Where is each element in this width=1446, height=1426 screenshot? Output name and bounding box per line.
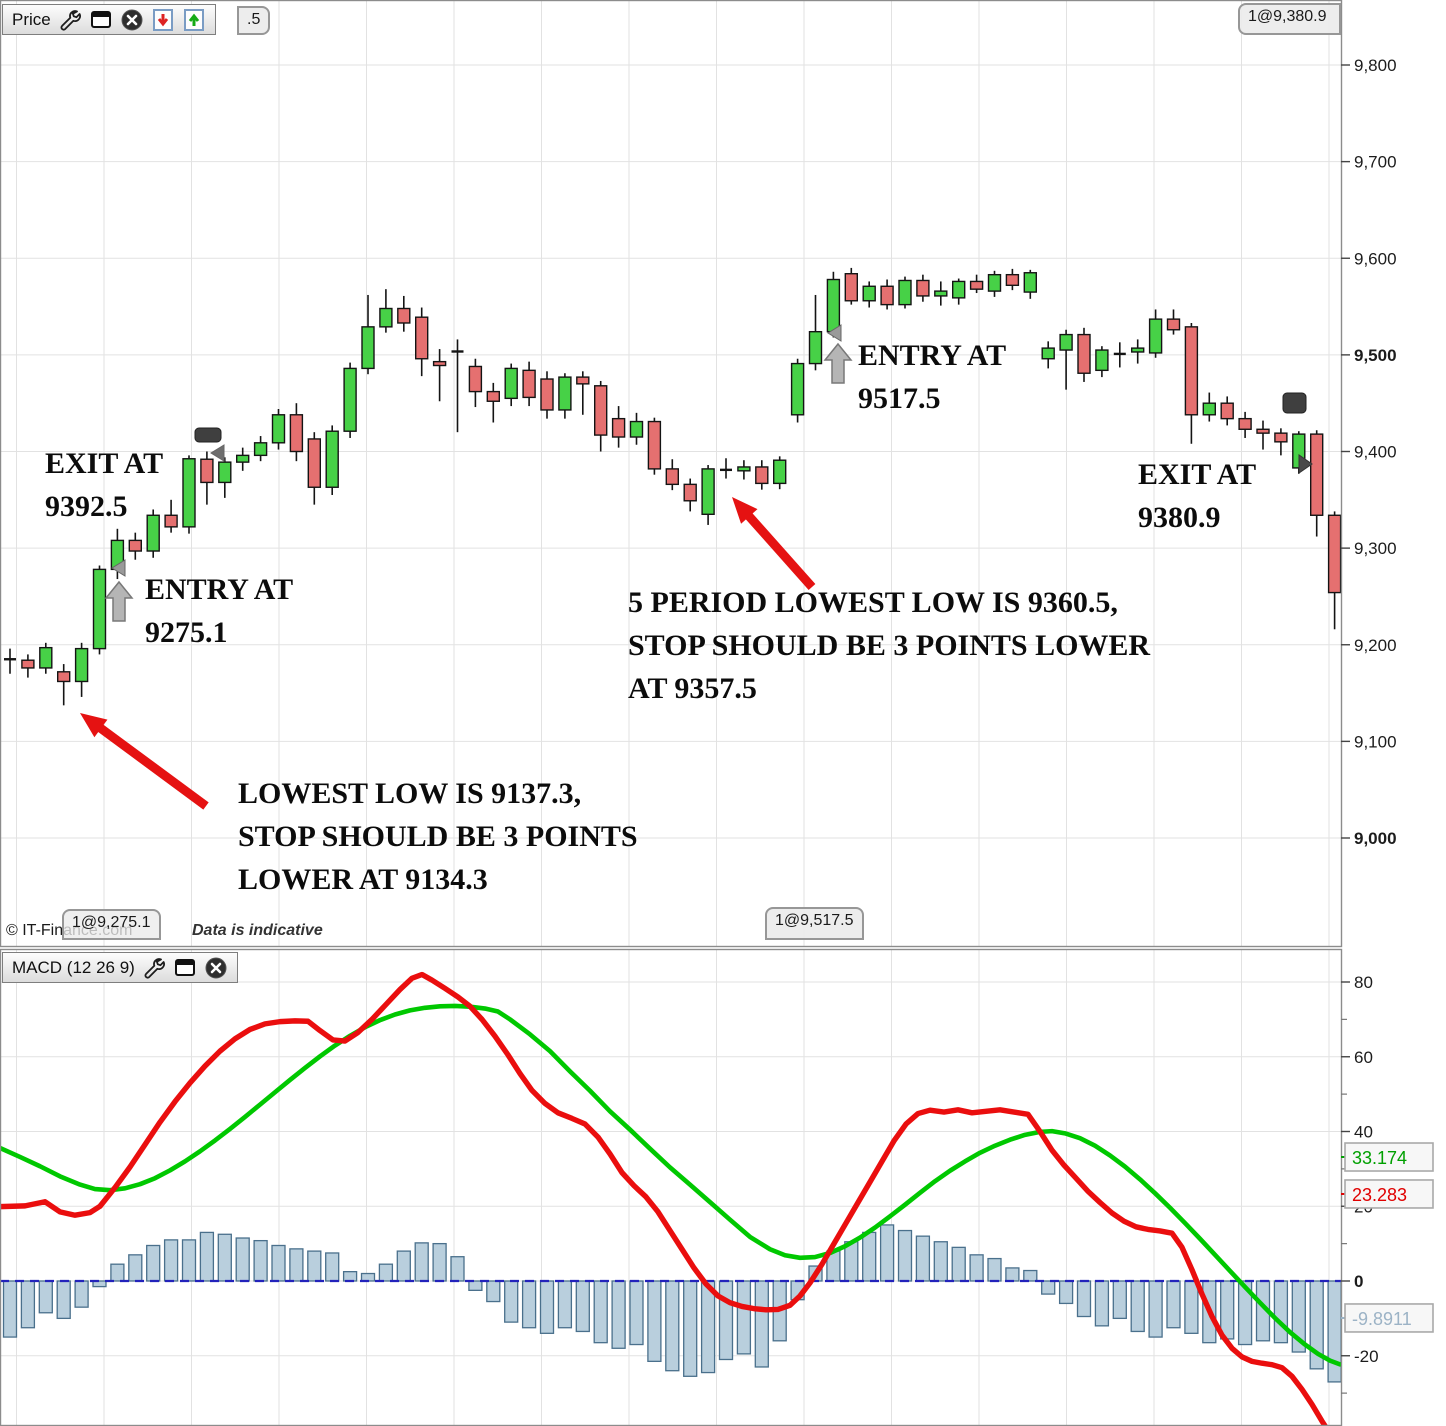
svg-text:9,500: 9,500 [1354,346,1397,365]
svg-text:80: 80 [1354,973,1373,992]
close-icon[interactable] [204,956,228,980]
close-icon[interactable] [120,8,144,32]
svg-text:9,200: 9,200 [1354,636,1397,655]
svg-text:60: 60 [1354,1048,1373,1067]
svg-text:-9.8911: -9.8911 [1352,1309,1412,1329]
hidden-order-label-text: .5 [247,11,261,28]
price-toolbar-title: Price [12,9,51,29]
svg-text:23.283: 23.283 [1352,1185,1407,1205]
macd-toolbar-title: MACD (12 26 9) [12,957,135,977]
order-label-entry1: 1@9,275.1 [62,909,161,940]
annotation-exit2: EXIT AT 9380.9 [1138,458,1257,534]
svg-text:33.174: 33.174 [1352,1148,1407,1168]
wrench-icon[interactable] [58,8,82,32]
annotation-stop1: LOWEST LOW IS 9137.3, STOP SHOULD BE 3 P… [238,777,638,896]
svg-text:9,600: 9,600 [1354,249,1397,268]
order-label-top-right-text: 1@9,380.9 [1248,8,1327,25]
hidden-order-label: .5 [237,6,271,35]
svg-text:9,800: 9,800 [1354,56,1397,75]
order-label-entry1-text: 1@9,275.1 [72,914,151,931]
window-icon[interactable] [89,8,113,32]
svg-text:9,100: 9,100 [1354,732,1397,751]
svg-text:9,000: 9,000 [1354,829,1397,848]
svg-text:9,700: 9,700 [1354,153,1397,172]
export-up-icon[interactable] [182,8,206,32]
export-down-icon[interactable] [151,8,175,32]
svg-text:0: 0 [1354,1272,1363,1291]
svg-text:-20: -20 [1354,1347,1379,1366]
indicative-label: Data is indicative [192,922,323,939]
wrench-icon[interactable] [142,956,166,980]
svg-text:9,400: 9,400 [1354,443,1397,462]
annotation-exit1: EXIT AT 9392.5 [45,447,164,523]
annotation-stop2: 5 PERIOD LOWEST LOW IS 9360.5, STOP SHOU… [628,586,1151,705]
order-label-entry2: 1@9,517.5 [765,907,864,940]
window-icon[interactable] [173,956,197,980]
price-toolbar: Price [2,4,216,35]
annotation-entry1: ENTRY AT 9275.1 [145,573,294,649]
svg-text:9,300: 9,300 [1354,539,1397,558]
order-label-entry2-text: 1@9,517.5 [775,912,854,929]
svg-text:40: 40 [1354,1123,1373,1142]
order-label-top-right: 1@9,380.9 [1238,3,1341,35]
annotation-entry2: ENTRY AT 9517.5 [858,339,1007,415]
macd-toolbar: MACD (12 26 9) [2,952,238,983]
